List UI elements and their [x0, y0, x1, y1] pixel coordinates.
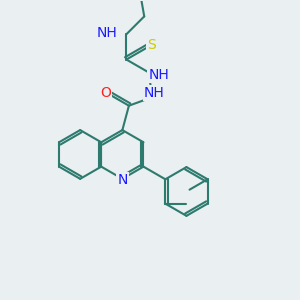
Text: NH: NH	[148, 68, 169, 82]
Text: N: N	[117, 173, 128, 187]
Text: NH: NH	[144, 85, 164, 100]
Text: NH: NH	[97, 26, 118, 40]
Text: O: O	[100, 86, 111, 100]
Text: S: S	[147, 38, 156, 52]
